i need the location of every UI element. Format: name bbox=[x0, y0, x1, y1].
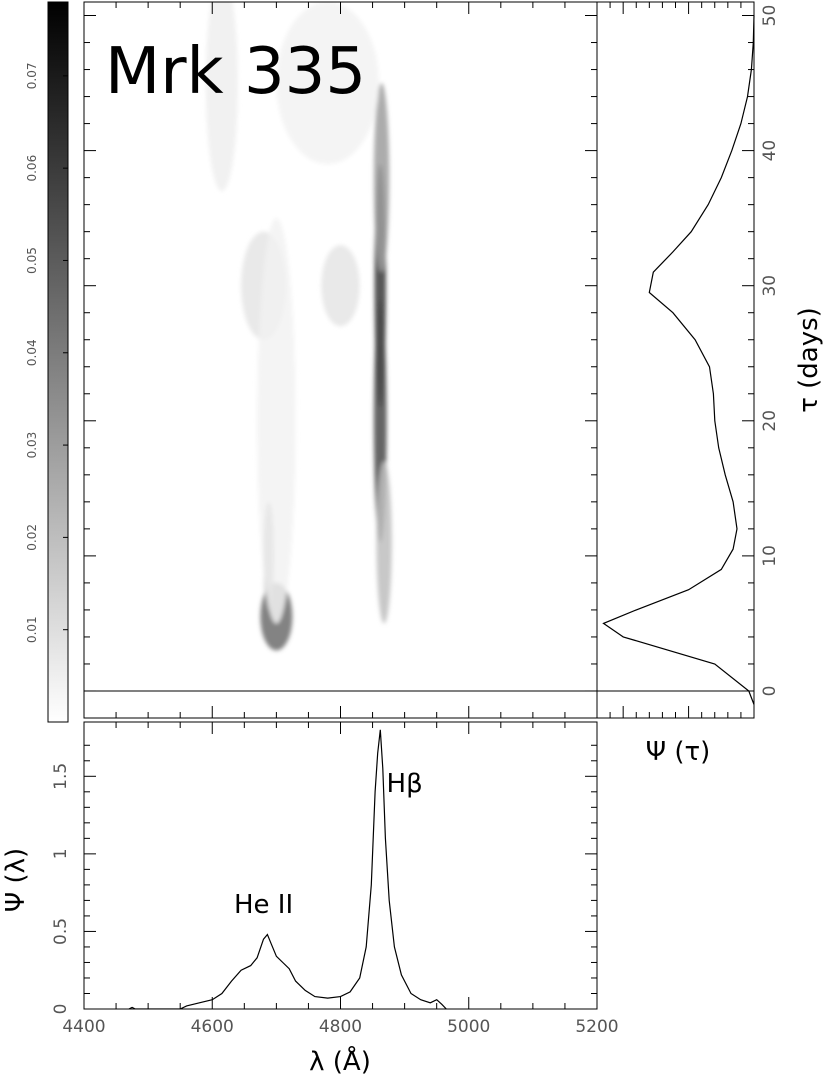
response-xlabel: Ψ (τ) bbox=[646, 737, 711, 767]
response-y-tick-label: 50 bbox=[760, 5, 780, 27]
delay-map-panel: Mrk 335 bbox=[83, 1, 598, 719]
response-y-tick-label: 40 bbox=[760, 140, 780, 162]
colorbar-tick-label: 0.07 bbox=[25, 62, 39, 89]
he-ii-annotation: He II bbox=[234, 890, 293, 920]
heatmap-blob bbox=[376, 461, 392, 624]
delay-map-image bbox=[205, 2, 392, 651]
colorbar-tick-label: 0.06 bbox=[25, 155, 39, 182]
colorbar-ticks: 0.01 0.02 0.03 0.04 0.05 0.06 0.07 bbox=[25, 62, 68, 643]
response-ticks: 0 10 20 30 40 50 bbox=[596, 2, 780, 718]
spectrum-y-tick-label: 1.5 bbox=[51, 763, 71, 790]
response-ylabel: τ (days) bbox=[794, 307, 824, 413]
response-curve bbox=[602, 15, 755, 705]
response-frame bbox=[596, 1, 755, 719]
spectrum-x-tick-label: 4600 bbox=[191, 1017, 234, 1037]
heatmap-blob bbox=[373, 83, 390, 273]
spectrum-panel: 4400 4600 4800 5000 5200 0 0.5 1 1.5 He II Hβ λ … bbox=[1, 721, 619, 1077]
spectrum-curve bbox=[128, 729, 447, 1009]
response-y-tick-label: 0 bbox=[760, 686, 780, 697]
spectrum-x-tick-label: 4400 bbox=[62, 1017, 105, 1037]
spectrum-xlabel: λ (Å) bbox=[309, 1045, 371, 1077]
colorbar-tick-label: 0.05 bbox=[25, 247, 39, 274]
response-y-tick-label: 30 bbox=[760, 275, 780, 297]
colorbar-tick-label: 0.04 bbox=[25, 339, 39, 366]
response-y-tick-label: 20 bbox=[760, 410, 780, 432]
response-y-tick-label: 10 bbox=[760, 545, 780, 567]
colorbar-strip bbox=[47, 1, 69, 723]
colorbar-tick-label: 0.01 bbox=[25, 616, 39, 643]
heatmap-blob bbox=[257, 218, 296, 624]
spectrum-ylabel: Ψ (λ) bbox=[1, 848, 31, 912]
colorbar-tick-label: 0.02 bbox=[25, 524, 39, 551]
h-beta-annotation: Hβ bbox=[387, 769, 423, 799]
spectrum-frame bbox=[83, 721, 598, 1010]
heatmap-blob bbox=[321, 245, 360, 327]
colorbar: 0.01 0.02 0.03 0.04 0.05 0.06 0.07 bbox=[25, 1, 69, 723]
spectrum-y-tick-label: 1 bbox=[51, 848, 71, 859]
plot-title: Mrk 335 bbox=[105, 35, 366, 109]
spectrum-x-tick-label: 5200 bbox=[575, 1017, 618, 1037]
spectrum-x-tick-label: 4800 bbox=[319, 1017, 362, 1037]
heatmap-blob bbox=[205, 2, 238, 192]
spectrum-ticks: 4400 4600 4800 5000 5200 0 0.5 1 1.5 bbox=[51, 722, 619, 1037]
delay-map-ticks bbox=[83, 2, 598, 718]
spectrum-y-tick-label: 0.5 bbox=[51, 918, 71, 945]
colorbar-tick-label: 0.03 bbox=[25, 432, 39, 459]
spectrum-x-tick-label: 5000 bbox=[447, 1017, 490, 1037]
response-panel: 0 10 20 30 40 50 Ψ (τ) τ (days) bbox=[596, 1, 824, 767]
spectrum-y-tick-label: 0 bbox=[51, 1004, 71, 1015]
heatmap-blob bbox=[276, 2, 379, 165]
